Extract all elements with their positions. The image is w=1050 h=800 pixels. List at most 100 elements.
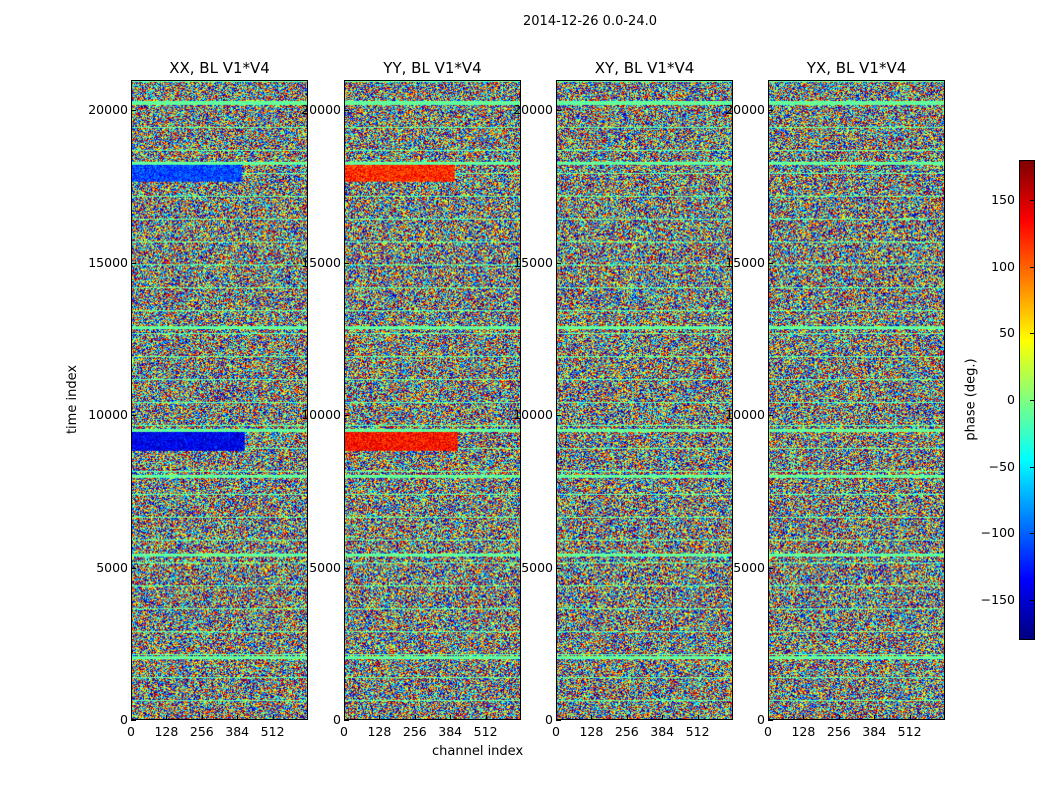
x-tick-label: 512: [897, 724, 922, 739]
heatmap-panel: [556, 80, 733, 720]
x-tick-label: 384: [862, 724, 887, 739]
x-tick-mark: [414, 715, 416, 720]
y-tick-label: 0: [757, 712, 765, 727]
colorbar-tick-label: 100: [991, 258, 1015, 274]
x-tick-mark: [697, 715, 699, 720]
y-tick-label: 0: [120, 712, 128, 727]
y-tick-label: 5000: [733, 559, 765, 575]
colorbar-tick-label: −150: [980, 592, 1015, 607]
y-tick-mark: [131, 415, 136, 417]
y-tick-label: 20000: [88, 102, 128, 118]
x-tick-label: 512: [260, 724, 285, 739]
y-tick-label: 5000: [309, 559, 341, 575]
x-tick-label: 0: [340, 724, 348, 739]
colorbar-tick-label: −50: [988, 458, 1015, 474]
y-tick-label: 10000: [88, 407, 128, 423]
y-tick-mark: [131, 720, 136, 721]
y-tick-label: 15000: [725, 254, 765, 270]
x-tick-mark: [344, 715, 345, 720]
heatmap-canvas: [769, 81, 944, 719]
x-tick-mark: [874, 715, 876, 720]
y-tick-mark: [768, 415, 773, 417]
y-tick-label: 15000: [513, 254, 553, 270]
y-tick-mark: [768, 720, 773, 721]
x-tick-label: 384: [225, 724, 250, 739]
heatmap-canvas: [557, 81, 732, 719]
x-tick-mark: [803, 715, 805, 720]
y-tick-label: 10000: [725, 407, 765, 423]
x-tick-label: 256: [614, 724, 639, 739]
x-tick-label: 0: [552, 724, 560, 739]
y-tick-label: 0: [333, 712, 341, 727]
x-tick-label: 128: [791, 724, 816, 739]
colorbar-tick-label: 150: [991, 192, 1015, 207]
heatmap-canvas: [132, 81, 307, 719]
colorbar-label: phase (deg.): [963, 358, 979, 441]
x-tick-mark: [201, 715, 203, 720]
x-tick-label: 384: [650, 724, 675, 739]
y-tick-label: 15000: [301, 254, 341, 270]
y-tick-mark: [768, 567, 773, 569]
y-tick-mark: [344, 262, 349, 264]
x-tick-label: 128: [579, 724, 604, 739]
y-tick-mark: [556, 262, 561, 264]
colorbar-tick-mark: [1030, 333, 1035, 335]
y-tick-label: 5000: [96, 559, 128, 575]
colorbar-tick-mark: [1030, 466, 1035, 468]
x-tick-mark: [626, 715, 628, 720]
y-tick-mark: [131, 110, 136, 112]
y-tick-label: 20000: [301, 102, 341, 118]
y-tick-mark: [556, 110, 561, 112]
panel-title: XX, BL V1*V4: [169, 59, 270, 77]
x-tick-mark: [662, 715, 664, 720]
colorbar-tick-mark: [1030, 400, 1035, 401]
x-tick-label: 256: [826, 724, 851, 739]
y-tick-label: 15000: [88, 254, 128, 270]
x-tick-mark: [485, 715, 487, 720]
y-tick-label: 10000: [301, 407, 341, 423]
x-tick-mark: [166, 715, 168, 720]
y-tick-mark: [344, 110, 349, 112]
panel-title: XY, BL V1*V4: [594, 59, 695, 77]
x-tick-mark: [556, 715, 557, 720]
x-tick-mark: [272, 715, 274, 720]
y-tick-mark: [556, 567, 561, 569]
x-tick-mark: [450, 715, 452, 720]
colorbar-tick-label: 0: [1007, 392, 1015, 407]
x-tick-mark: [379, 715, 381, 720]
y-tick-label: 5000: [521, 559, 553, 575]
colorbar-tick-mark: [1030, 266, 1035, 268]
heatmap-panel: [131, 80, 308, 720]
y-tick-mark: [768, 110, 773, 112]
y-tick-label: 0: [545, 712, 553, 727]
x-tick-label: 256: [189, 724, 214, 739]
colorbar-tick-mark: [1030, 200, 1035, 201]
y-tick-mark: [556, 415, 561, 417]
colorbar-tick-label: 50: [999, 325, 1015, 341]
x-tick-label: 0: [764, 724, 772, 739]
colorbar-tick-mark: [1030, 600, 1035, 601]
chart-title: 2014-12-26 0.0-24.0: [523, 14, 657, 29]
x-tick-label: 0: [127, 724, 135, 739]
y-tick-mark: [131, 567, 136, 569]
x-tick-label: 512: [473, 724, 498, 739]
x-tick-label: 384: [438, 724, 463, 739]
y-tick-mark: [556, 720, 561, 721]
panel-title: YY, BL V1*V4: [383, 59, 482, 77]
x-tick-mark: [909, 715, 911, 720]
colorbar-gradient: [1020, 161, 1034, 639]
x-tick-label: 512: [685, 724, 710, 739]
heatmap-canvas: [345, 81, 520, 719]
heatmap-panel: [344, 80, 521, 720]
x-tick-mark: [131, 715, 132, 720]
x-tick-mark: [591, 715, 593, 720]
heatmap-panel: [768, 80, 945, 720]
y-tick-mark: [344, 567, 349, 569]
y-tick-label: 20000: [513, 102, 553, 118]
y-tick-mark: [344, 415, 349, 417]
x-tick-label: 128: [367, 724, 392, 739]
y-tick-mark: [768, 262, 773, 264]
x-tick-label: 256: [402, 724, 427, 739]
x-tick-mark: [838, 715, 840, 720]
x-tick-mark: [768, 715, 769, 720]
